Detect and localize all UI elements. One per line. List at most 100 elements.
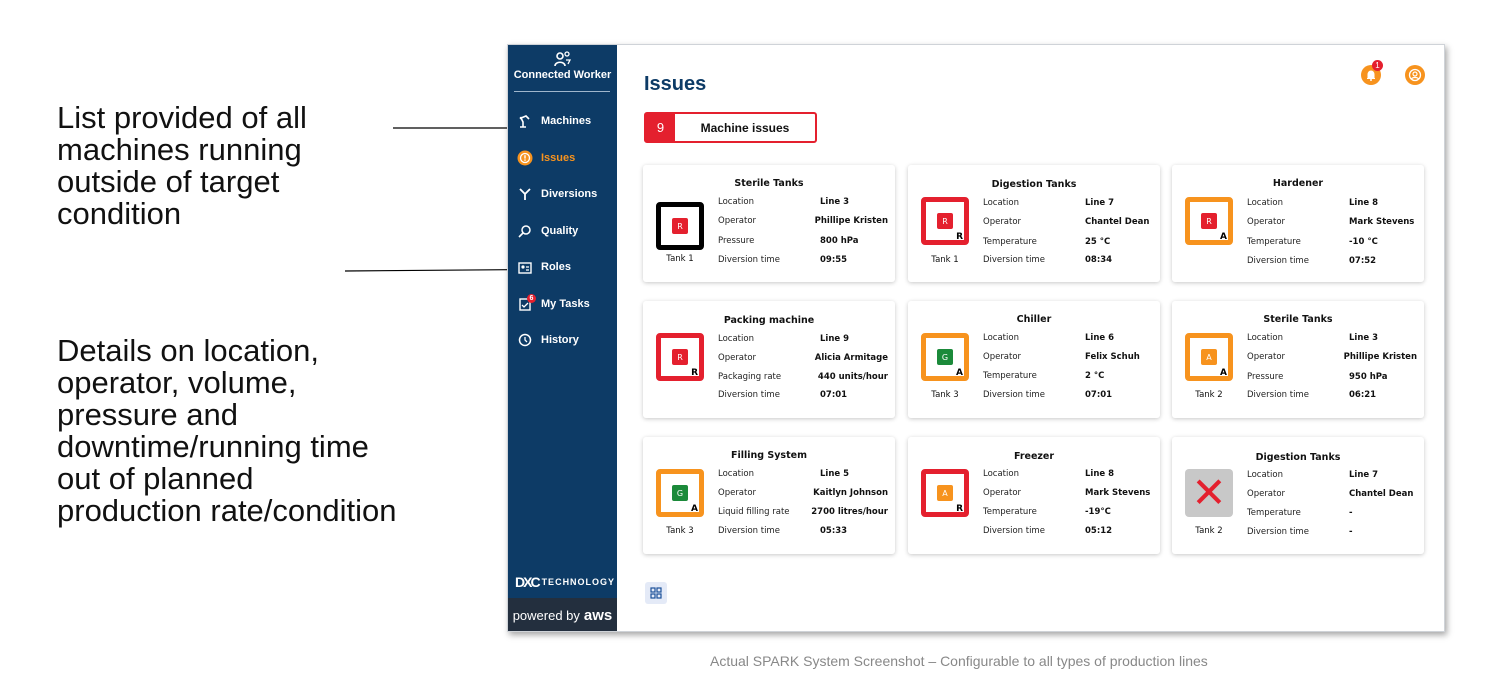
card-title: Digestion Tanks [991,179,1077,190]
row-value: 09:55 [820,255,848,265]
row-key: Temperature [983,507,1037,517]
tank-indicator: A A [1185,333,1233,381]
machine-card[interactable]: Sterile Tanks A A Tank 2 Location Line 3 … [1172,301,1424,418]
status-badge: G [937,349,953,365]
row-key: Operator [718,216,757,226]
sidebar-item-label: Issues [541,151,576,164]
card-title: Sterile Tanks [734,178,804,189]
row-key: Diversion time [1247,256,1309,266]
sidebar-item-diversions[interactable]: Diversions [508,176,617,213]
status-sub-label: A [1220,368,1227,378]
task-icon [517,296,533,312]
aws-logo: aws [583,607,613,624]
row-key: Operator [983,217,1022,227]
row-key: Temperature [1247,508,1301,518]
row-value: 950 hPa [1349,372,1388,382]
row-key: Location [718,197,754,207]
machine-card[interactable]: Packing machine R R Location Line 9 Opera… [643,301,895,418]
row-value: 25 °C [1085,237,1111,247]
row-key: Location [1247,198,1283,208]
row-value: Phillipe Kristen [1343,352,1417,362]
grid-view-button[interactable] [645,582,667,604]
powered-by-label: powered by [512,608,580,623]
sidebar-item-machines[interactable]: Machines [508,103,617,140]
split-icon [517,186,533,202]
id-card-icon [517,259,533,275]
sidebar-item-issues[interactable]: Issues [508,140,617,177]
sidebar-item-label: Machines [541,115,592,128]
status-sub-label: A [691,504,698,514]
status-badge: R [672,349,688,365]
user-icon [1408,68,1422,82]
machine-card[interactable]: Digestion Tanks ✕ Tank 2 Location Line 7 … [1172,437,1424,554]
row-value: -10 °C [1349,237,1378,247]
alert-circle-icon [517,150,533,166]
card-title: Digestion Tanks [1255,452,1341,463]
card-title: Filling System [731,450,807,461]
tasks-badge: 6 [527,293,536,303]
user-menu-button[interactable] [1405,65,1425,85]
row-value: Line 9 [820,334,850,344]
sidebar-item-roles[interactable]: Roles [508,249,617,286]
row-key: Location [718,334,754,344]
brand-divider [514,91,610,92]
status-badge: R [1201,213,1217,229]
powered-by-aws: powered by aws [508,598,617,631]
tab-machine-issues[interactable]: 9 Machine issues [644,112,817,143]
offline-x-icon: ✕ [1191,468,1227,517]
tank-indicator: R [656,202,704,250]
tank-indicator: ✕ [1185,469,1233,517]
row-value: Phillipe Kristen [814,216,888,226]
machine-card[interactable]: Hardener R A Location Line 8 Operator Mark… [1172,165,1424,282]
row-value: Line 6 [1085,333,1115,343]
row-value: 800 hPa [820,236,859,246]
row-key: Location [983,198,1019,208]
row-key: Location [983,469,1019,479]
tank-indicator: G A [656,469,704,517]
tank-label: Tank 1 [666,254,694,264]
row-value: Mark Stevens [1349,217,1415,227]
machine-card[interactable]: Chiller G A Tank 3 Location Line 6 Operat… [908,301,1160,418]
status-sub-label: R [956,504,963,514]
history-icon [517,332,533,348]
row-key: Temperature [983,237,1037,247]
row-value: Chantel Dean [1349,489,1414,499]
row-value: 07:52 [1349,256,1377,266]
row-value: Line 8 [1349,198,1379,208]
row-key: Operator [1247,217,1286,227]
row-key: Diversion time [983,390,1045,400]
status-sub-label: R [691,368,698,378]
row-value: - [1349,527,1353,537]
status-sub-label: R [956,232,963,242]
brand: Connected Worker [508,51,617,81]
machine-card[interactable]: Digestion Tanks R R Tank 1 Location Line … [908,165,1160,282]
row-value: 08:34 [1085,255,1113,265]
sidebar-item-my-tasks[interactable]: 6 My Tasks [508,286,617,323]
row-value: Mark Stevens [1085,488,1151,498]
robot-arm-icon [517,113,533,129]
status-badge: A [1201,349,1217,365]
sidebar-item-history[interactable]: History [508,322,617,359]
tank-label: Tank 2 [1195,390,1223,400]
notification-badge: 1 [1372,60,1383,71]
row-key: Temperature [1247,237,1301,247]
dxc-logo: DXC TECHNOLOGY [515,574,614,590]
row-key: Location [1247,333,1283,343]
tank-label: Tank 2 [1195,526,1223,536]
issues-tab-label: Machine issues [700,120,790,135]
row-key: Diversion time [718,255,780,265]
row-key: Operator [983,352,1022,362]
sidebar-item-quality[interactable]: Quality [508,213,617,250]
bell-icon [1367,70,1375,81]
machine-card[interactable]: Filling System G A Tank 3 Location Line 5… [643,437,895,554]
status-badge: R [937,213,953,229]
card-title: Chiller [1016,314,1052,325]
sidebar-item-label: Roles [541,261,571,274]
machine-card[interactable]: Freezer A R Location Line 8 Operator Mark … [908,437,1160,554]
row-value: Chantel Dean [1085,217,1150,227]
row-key: Location [1247,470,1283,480]
tank-label: Tank 3 [666,526,694,536]
machine-card[interactable]: Sterile Tanks R Tank 1 Location Line 3 Op… [643,165,895,282]
row-value: 07:01 [820,390,848,400]
card-title: Packing machine [723,315,815,326]
